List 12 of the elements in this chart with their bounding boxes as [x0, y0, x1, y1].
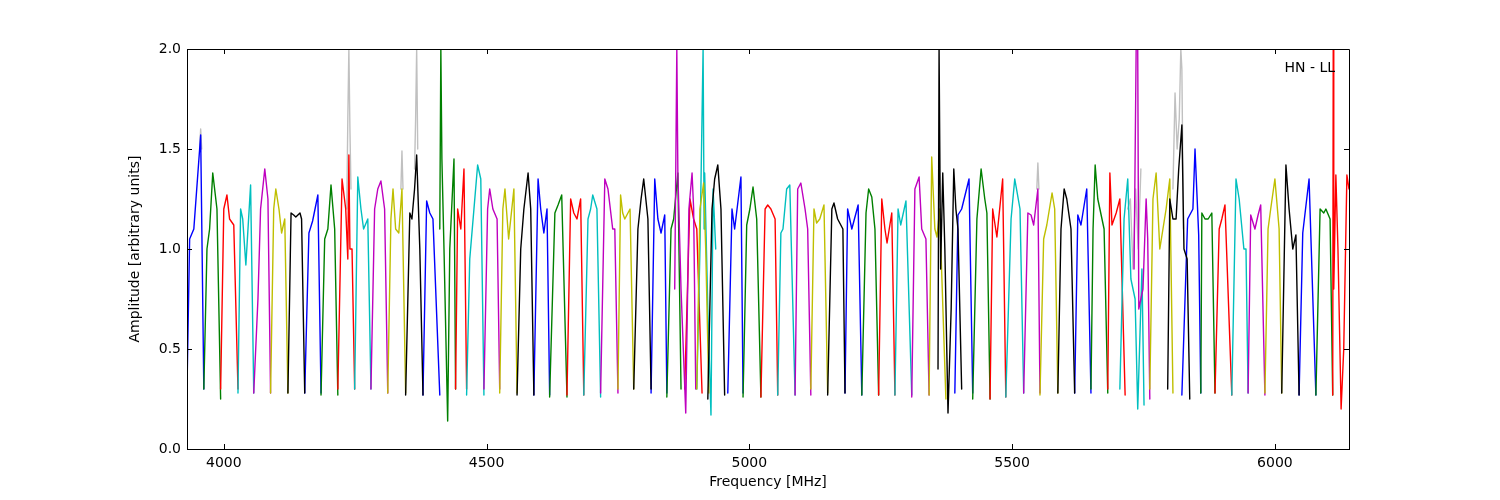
x-tick-label: 5000	[731, 454, 768, 471]
y-tick-label: 0.0	[158, 439, 181, 456]
y-tick-label: 2.0	[158, 39, 181, 56]
y-axis-title: Amplitude [arbitrary units]	[126, 155, 143, 343]
y-tick-label: 0.5	[158, 339, 181, 356]
x-tick-label: 5500	[994, 454, 1030, 471]
y-tick-label: 1.5	[158, 139, 181, 156]
x-tick-label: 4000	[205, 454, 242, 471]
x-axis-title: Frequency [MHz]	[709, 473, 827, 490]
y-tick-label: 1.0	[158, 239, 181, 256]
x-tick-label: 6000	[1257, 454, 1293, 471]
x-tick-label: 4500	[468, 454, 505, 471]
